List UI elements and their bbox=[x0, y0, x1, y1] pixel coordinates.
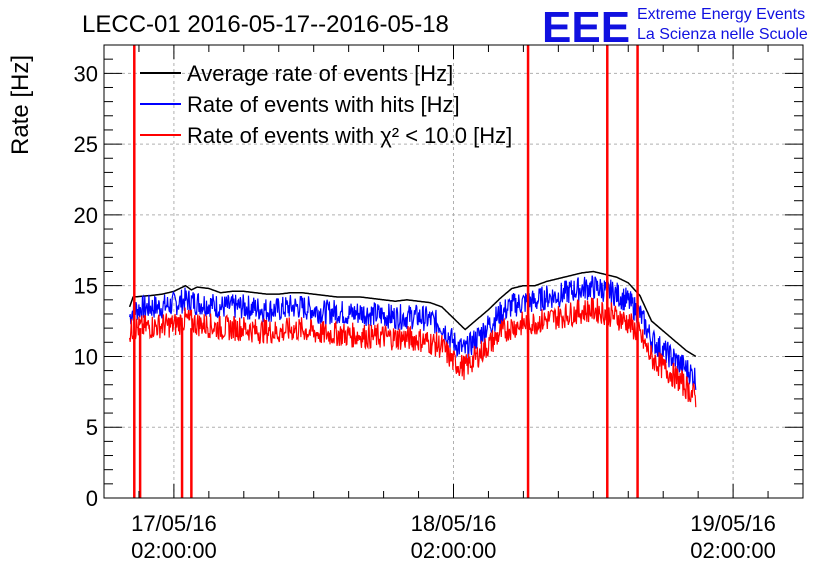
x-tick-date: 17/05/16 bbox=[131, 511, 217, 536]
y-tick-label: 25 bbox=[74, 132, 98, 157]
legend-label-chi2: Rate of events with χ² < 10.0 [Hz] bbox=[187, 123, 512, 148]
y-tick-label: 30 bbox=[74, 61, 98, 86]
y-tick-label: 10 bbox=[74, 344, 98, 369]
eee-logo: EEE Extreme Energy Events La Scienza nel… bbox=[542, 3, 808, 52]
y-tick-label: 15 bbox=[74, 274, 98, 299]
grid bbox=[104, 45, 803, 498]
logo-line-2: La Scienza nelle Scuole bbox=[637, 26, 808, 43]
y-axis-label: Rate [Hz] bbox=[7, 55, 34, 155]
logo-mark: EEE bbox=[542, 3, 630, 52]
plot-frame bbox=[103, 44, 804, 499]
series-line-chi2 bbox=[129, 297, 697, 408]
series-layer bbox=[128, 45, 697, 498]
legend-label-average: Average rate of events [Hz] bbox=[187, 61, 453, 86]
x-tick-time: 02:00:00 bbox=[411, 538, 497, 563]
series-line-hits bbox=[129, 275, 697, 390]
y-tick-label: 20 bbox=[74, 203, 98, 228]
axes: 05101520253017/05/1602:00:0018/05/1602:0… bbox=[74, 44, 804, 563]
chart-title: LECC-01 2016-05-17--2016-05-18 bbox=[82, 11, 449, 38]
y-tick-label: 5 bbox=[86, 415, 98, 440]
x-tick-date: 18/05/16 bbox=[411, 511, 497, 536]
series-line-average bbox=[128, 270, 697, 358]
legend-label-hits: Rate of events with hits [Hz] bbox=[187, 92, 460, 117]
legend: Average rate of events [Hz] Rate of event… bbox=[140, 61, 512, 148]
logo-line-1: Extreme Energy Events bbox=[637, 6, 805, 23]
x-tick-date: 19/05/16 bbox=[690, 511, 776, 536]
y-tick-label: 0 bbox=[86, 486, 98, 511]
x-tick-time: 02:00:00 bbox=[690, 538, 776, 563]
x-tick-time: 02:00:00 bbox=[131, 538, 217, 563]
